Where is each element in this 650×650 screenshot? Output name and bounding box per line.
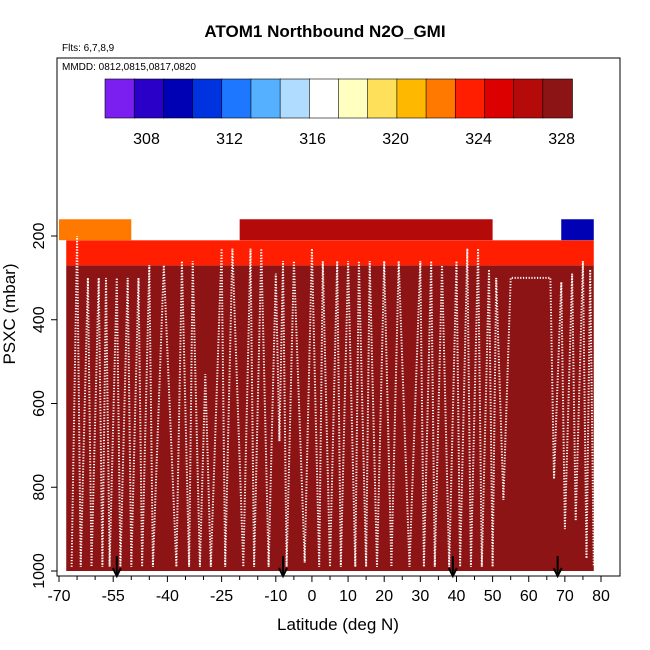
x-axis: -70 -55 -40 -25 -10 0 10 20 30 40 50 60 70 80 [47, 576, 610, 605]
x-tick-label: -10 [264, 588, 287, 605]
x-tick-label: -70 [47, 588, 70, 605]
heatmap-field [59, 219, 594, 571]
colorbar-segment [221, 78, 252, 119]
heatmap-cell [59, 219, 132, 241]
x-tick-label: 40 [448, 588, 466, 605]
plot-frame [56, 57, 621, 577]
y-tick-label: 600 [31, 390, 48, 417]
colorbar-segment [104, 78, 135, 119]
colorbar-segment [338, 78, 369, 119]
colorbar-tick-label: 312 [216, 131, 243, 148]
colorbar-tick-label: 328 [548, 131, 575, 148]
x-tick-label: 0 [307, 588, 316, 605]
colorbar-tick-label: 320 [382, 131, 409, 148]
colorbar-segment [250, 78, 281, 119]
colorbar-tick-label: 316 [299, 131, 326, 148]
y-tick-label: 200 [31, 223, 48, 250]
flights-label: Flts: 6,7,8,9 [62, 43, 115, 54]
flight-track [70, 235, 595, 567]
y-tick-label: 800 [31, 474, 48, 501]
y-axis: 200 400 600 800 1000 [31, 223, 57, 589]
x-tick-label: 80 [592, 588, 610, 605]
x-tick-label: 10 [339, 588, 357, 605]
dates-label: MMDD: 0812,0815,0817,0820 [62, 62, 196, 73]
x-tick-label: 60 [520, 588, 538, 605]
colorbar-tick-label: 324 [465, 131, 492, 148]
colorbar-segment [192, 78, 223, 119]
x-tick-label: 70 [556, 588, 574, 605]
y-axis-label: PSXC (mbar) [0, 263, 19, 364]
chart-title: ATOM1 Northbound N2O_GMI [204, 22, 445, 41]
heatmap-cell [66, 240, 594, 266]
colorbar-segment [454, 78, 486, 119]
colorbar: 308 312 316 320 324 328 [104, 78, 575, 148]
x-axis-label: Latitude (deg N) [277, 615, 399, 634]
colorbar-segment [425, 78, 457, 119]
colorbar-segment [309, 78, 340, 119]
x-tick-label: -40 [156, 588, 179, 605]
colorbar-segment [396, 78, 427, 119]
flight-track-line [70, 235, 595, 567]
x-tick-label: 50 [484, 588, 502, 605]
colorbar-segment [133, 78, 165, 119]
x-tick-label: 30 [411, 588, 429, 605]
colorbar-tick-label: 308 [133, 131, 160, 148]
x-tick-label: -25 [210, 588, 233, 605]
x-tick-label: -55 [102, 588, 125, 605]
colorbar-segment [163, 78, 194, 119]
y-tick-label: 400 [31, 306, 48, 333]
colorbar-segment [542, 78, 573, 119]
colorbar-segment [367, 78, 398, 119]
heatmap-cell [239, 219, 493, 241]
heatmap-cell [561, 219, 594, 241]
heatmap-cell [66, 265, 594, 571]
colorbar-segment [513, 78, 544, 119]
colorbar-segment [279, 78, 311, 119]
x-tick-label: 20 [375, 588, 393, 605]
colorbar-segment [484, 78, 515, 119]
y-tick-label: 1000 [31, 553, 48, 589]
